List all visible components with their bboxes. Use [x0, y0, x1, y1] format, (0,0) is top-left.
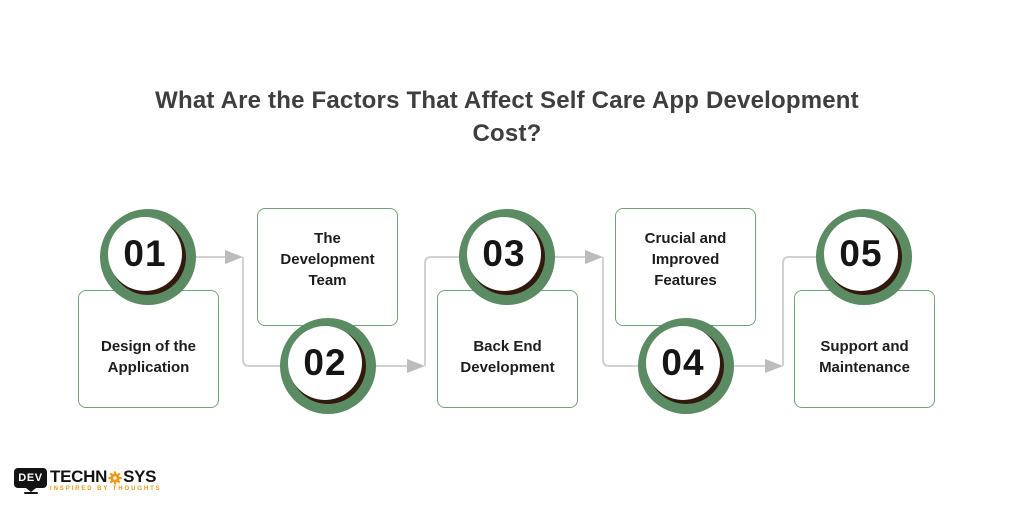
monitor-base-icon: [23, 492, 38, 494]
step-label: Design of the Application: [100, 338, 196, 376]
gear-icon: [108, 470, 122, 485]
brand-name: TECHN: [50, 468, 162, 485]
step-badge-1: 01: [100, 209, 196, 305]
step-badge-4: 04: [638, 318, 734, 414]
step-card-1: Design of the Application: [78, 290, 219, 408]
step-card-3: Back End Development: [437, 290, 578, 408]
step-number: 02: [303, 342, 347, 383]
step-badge-2: 02: [280, 318, 376, 414]
connector-arrowhead: [585, 250, 603, 264]
connector-line: [602, 257, 650, 367]
step-number: 05: [839, 233, 883, 274]
brand-text-right: SYS: [123, 467, 157, 486]
brand-tagline: INSPIRED BY THOUGHTS: [50, 486, 162, 492]
brand-text-left: TECHN: [50, 467, 108, 486]
step-label: Back End Development: [460, 338, 555, 376]
connector-line: [242, 257, 292, 367]
step-card-4: Crucial and Improved Features: [615, 208, 756, 326]
step-label: Crucial and Improved Features: [644, 229, 727, 289]
step-label: The Development Team: [280, 229, 375, 289]
monitor-stand-icon: [25, 488, 36, 492]
step-card-5: Support and Maintenance: [794, 290, 935, 408]
page-title: What Are the Factors That Affect Self Ca…: [155, 87, 859, 147]
step-label: Support and Maintenance: [819, 338, 910, 376]
step-badge-3: 03: [459, 209, 555, 305]
connector-arrowhead: [765, 359, 783, 373]
connector-line: [424, 256, 474, 366]
step-number: 03: [482, 233, 526, 274]
connector-arrowhead: [225, 250, 243, 264]
connector-arrowhead: [407, 359, 425, 373]
monitor-icon: DEV: [14, 468, 47, 494]
devtechnosys-logo: DEV TECHN: [14, 468, 162, 494]
step-card-2: The Development Team: [257, 208, 398, 326]
step-number: 01: [123, 233, 167, 274]
monitor-screen: DEV: [14, 468, 47, 488]
step-number: 04: [661, 342, 705, 383]
connector-line: [782, 256, 830, 366]
step-badge-5: 05: [816, 209, 912, 305]
